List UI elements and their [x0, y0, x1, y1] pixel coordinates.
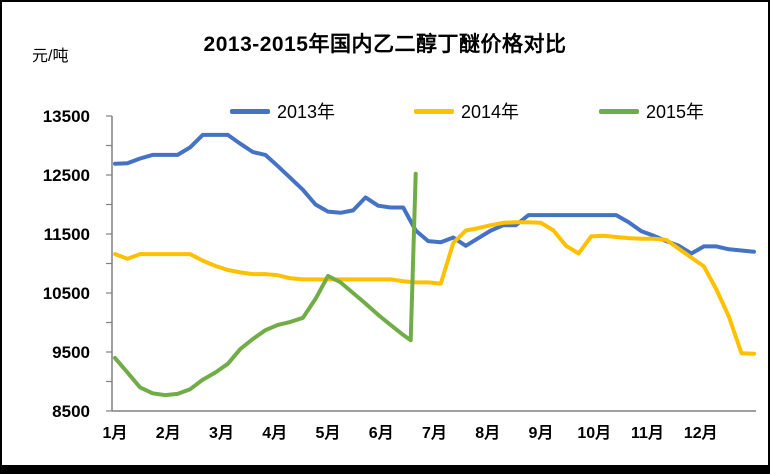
legend-item-2015: 2015年: [599, 98, 704, 124]
legend-swatch-2014: [414, 108, 454, 114]
legend-swatch-2013: [230, 108, 270, 114]
legend-swatch-2015: [599, 108, 639, 114]
legend-label-2013: 2013年: [277, 102, 336, 122]
legend: 2013年 2014年 2015年: [2, 98, 768, 124]
series-line-2013年: [113, 132, 756, 256]
x-axis-month-label: 12月: [684, 424, 718, 442]
y-axis-tick-label: 12500: [43, 166, 90, 185]
y-axis-tick-label: 10500: [43, 284, 90, 303]
chart-title: 2013-2015年国内乙二醇丁醚价格对比: [203, 33, 567, 56]
y-axis-tick-label: 11500: [44, 225, 90, 244]
x-axis-month-label: 2月: [156, 424, 181, 442]
series-line-2014年: [113, 220, 756, 356]
x-axis-month-label: 1月: [103, 424, 128, 442]
x-axis-month-label: 7月: [422, 424, 447, 442]
y-axis-tick-label: 9500: [52, 343, 90, 362]
x-axis-month-label: 9月: [529, 424, 554, 442]
x-axis-month-label: 3月: [209, 424, 234, 442]
x-axis-month-label: 8月: [475, 424, 500, 442]
x-axis-month-label: 10月: [577, 424, 611, 442]
y-axis-unit-label: 元/吨: [32, 48, 69, 65]
x-axis-month-label: 5月: [316, 424, 341, 442]
series-line-2015年: [113, 171, 418, 398]
legend-label-2014: 2014年: [461, 102, 520, 122]
x-axis-month-label: 4月: [262, 424, 287, 442]
y-axis-tick-label: 13500: [43, 107, 90, 126]
y-axis-tick-label: 8500: [52, 402, 90, 421]
legend-item-2014: 2014年: [414, 98, 519, 124]
x-axis-month-label: 6月: [369, 424, 394, 442]
legend-item-2013: 2013年: [230, 98, 335, 124]
x-axis-month-label: 11月: [631, 424, 664, 442]
legend-label-2015: 2015年: [646, 102, 705, 122]
